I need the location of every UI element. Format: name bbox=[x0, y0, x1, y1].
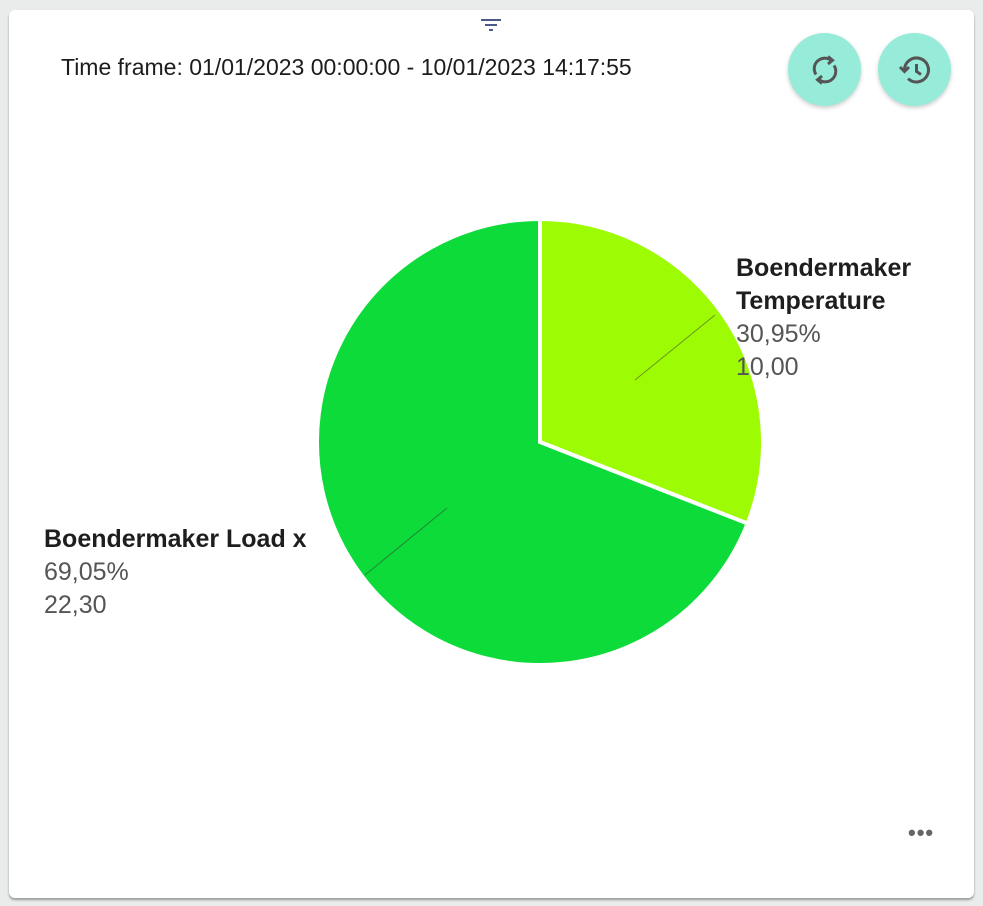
more-options-icon[interactable]: ••• bbox=[908, 820, 935, 845]
slice-name-label: Temperature bbox=[736, 287, 886, 315]
pie-slice[interactable] bbox=[315, 216, 751, 667]
slice-name-label: Boendermaker bbox=[736, 254, 911, 282]
refresh-icon bbox=[812, 54, 837, 85]
history-icon bbox=[898, 56, 930, 83]
filter-icon[interactable] bbox=[480, 16, 502, 34]
pie-slice[interactable] bbox=[538, 216, 765, 527]
leader-line bbox=[634, 314, 716, 381]
time-frame-label: Time frame: 01/01/2023 00:00:00 - 10/01/… bbox=[61, 54, 632, 80]
history-button[interactable] bbox=[878, 33, 951, 106]
slice-value-label: 22,30 bbox=[44, 591, 107, 619]
leader-line bbox=[364, 507, 448, 576]
slice-percent-label: 30,95% bbox=[736, 320, 821, 348]
refresh-button[interactable] bbox=[788, 33, 861, 106]
slice-name-label: Boendermaker Load x bbox=[44, 525, 307, 553]
slice-percent-label: 69,05% bbox=[44, 558, 129, 586]
slice-value-label: 10,00 bbox=[736, 353, 799, 381]
